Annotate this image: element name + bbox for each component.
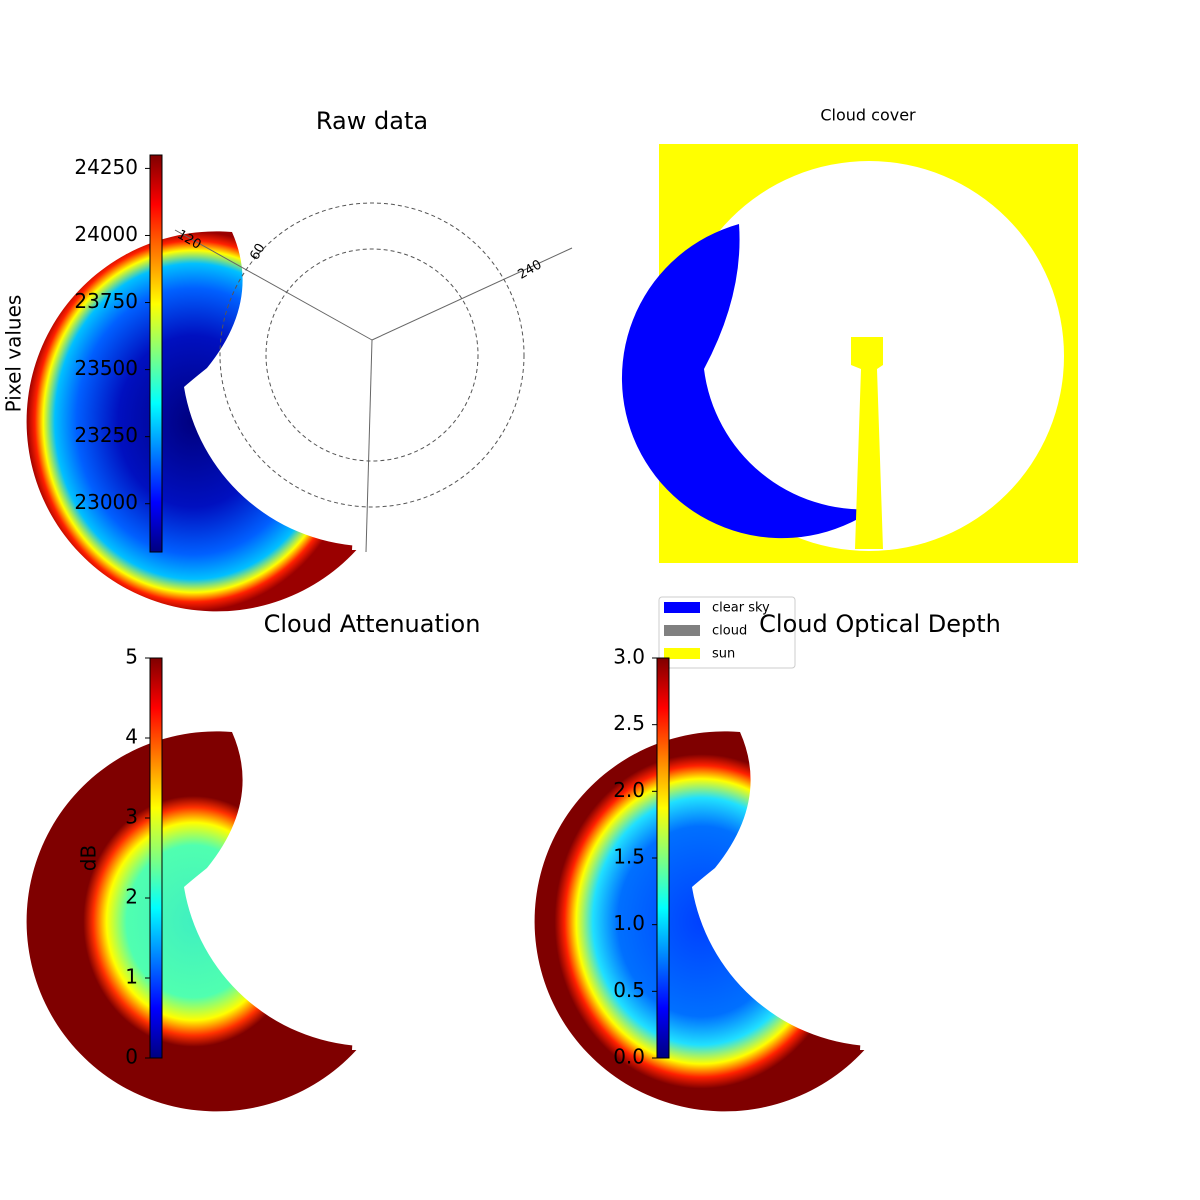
sky-image [534,731,868,1112]
colorbar-tick-label: 24250 [74,155,138,179]
chart-title: Cloud cover [820,106,916,125]
colorbar-tick-label: 2.0 [613,778,645,802]
legend-swatch [664,648,700,659]
colorbar-tick-label: 23000 [74,490,138,514]
sun-mast [851,337,883,549]
colorbar-tick-label: 23500 [74,356,138,380]
polar-axis [174,229,373,341]
chart-title: Raw data [316,107,428,135]
colorbar-tick-label: 0.0 [613,1045,645,1069]
chart-title: Cloud Attenuation [264,610,481,638]
colorbar-tick-label: 4 [125,725,138,749]
colorbar-tick-label: 1.5 [613,845,645,869]
colorbar-tick-label: 0.5 [613,978,645,1002]
polar-circle [219,202,525,508]
mast [860,838,896,1050]
mast [352,338,388,550]
polar-axis [365,339,373,553]
polar-label: 60 [247,241,268,263]
colorbar [656,657,670,1059]
legend-swatch [664,625,700,636]
sky-image [26,731,360,1112]
mast [352,838,388,1050]
colorbar [149,657,163,1059]
legend-label: sun [712,647,735,662]
colorbar-label: Pixel values [2,295,26,413]
colorbar-tick-label: 2 [125,885,138,909]
colorbar-tick-label: 24000 [74,222,138,246]
colorbar-tick-label: 23750 [74,289,138,313]
cloud-patch [942,286,966,298]
colorbar-label: dB [77,845,101,871]
colorbar [149,154,163,553]
colorbar-tick-label: 2.5 [613,711,645,735]
legend-label: clear sky [712,601,770,616]
legend-label: cloud [712,624,747,639]
chart-title: Cloud Optical Depth [759,610,1001,638]
colorbar-tick-label: 5 [125,645,138,669]
legend-swatch [664,602,700,613]
colorbar-tick-label: 23250 [74,423,138,447]
polar-circle [265,248,479,462]
polar-axis [371,247,573,341]
clear-sky-region [621,224,874,539]
colorbar-tick-label: 3 [125,805,138,829]
colorbar-tick-label: 1.0 [613,911,645,935]
polar-label: 240 [515,257,544,282]
colorbar-tick-label: 3.0 [613,645,645,669]
colorbar-tick-label: 0 [125,1045,138,1069]
colorbar-tick-label: 1 [125,965,138,989]
sky-image [26,231,361,612]
